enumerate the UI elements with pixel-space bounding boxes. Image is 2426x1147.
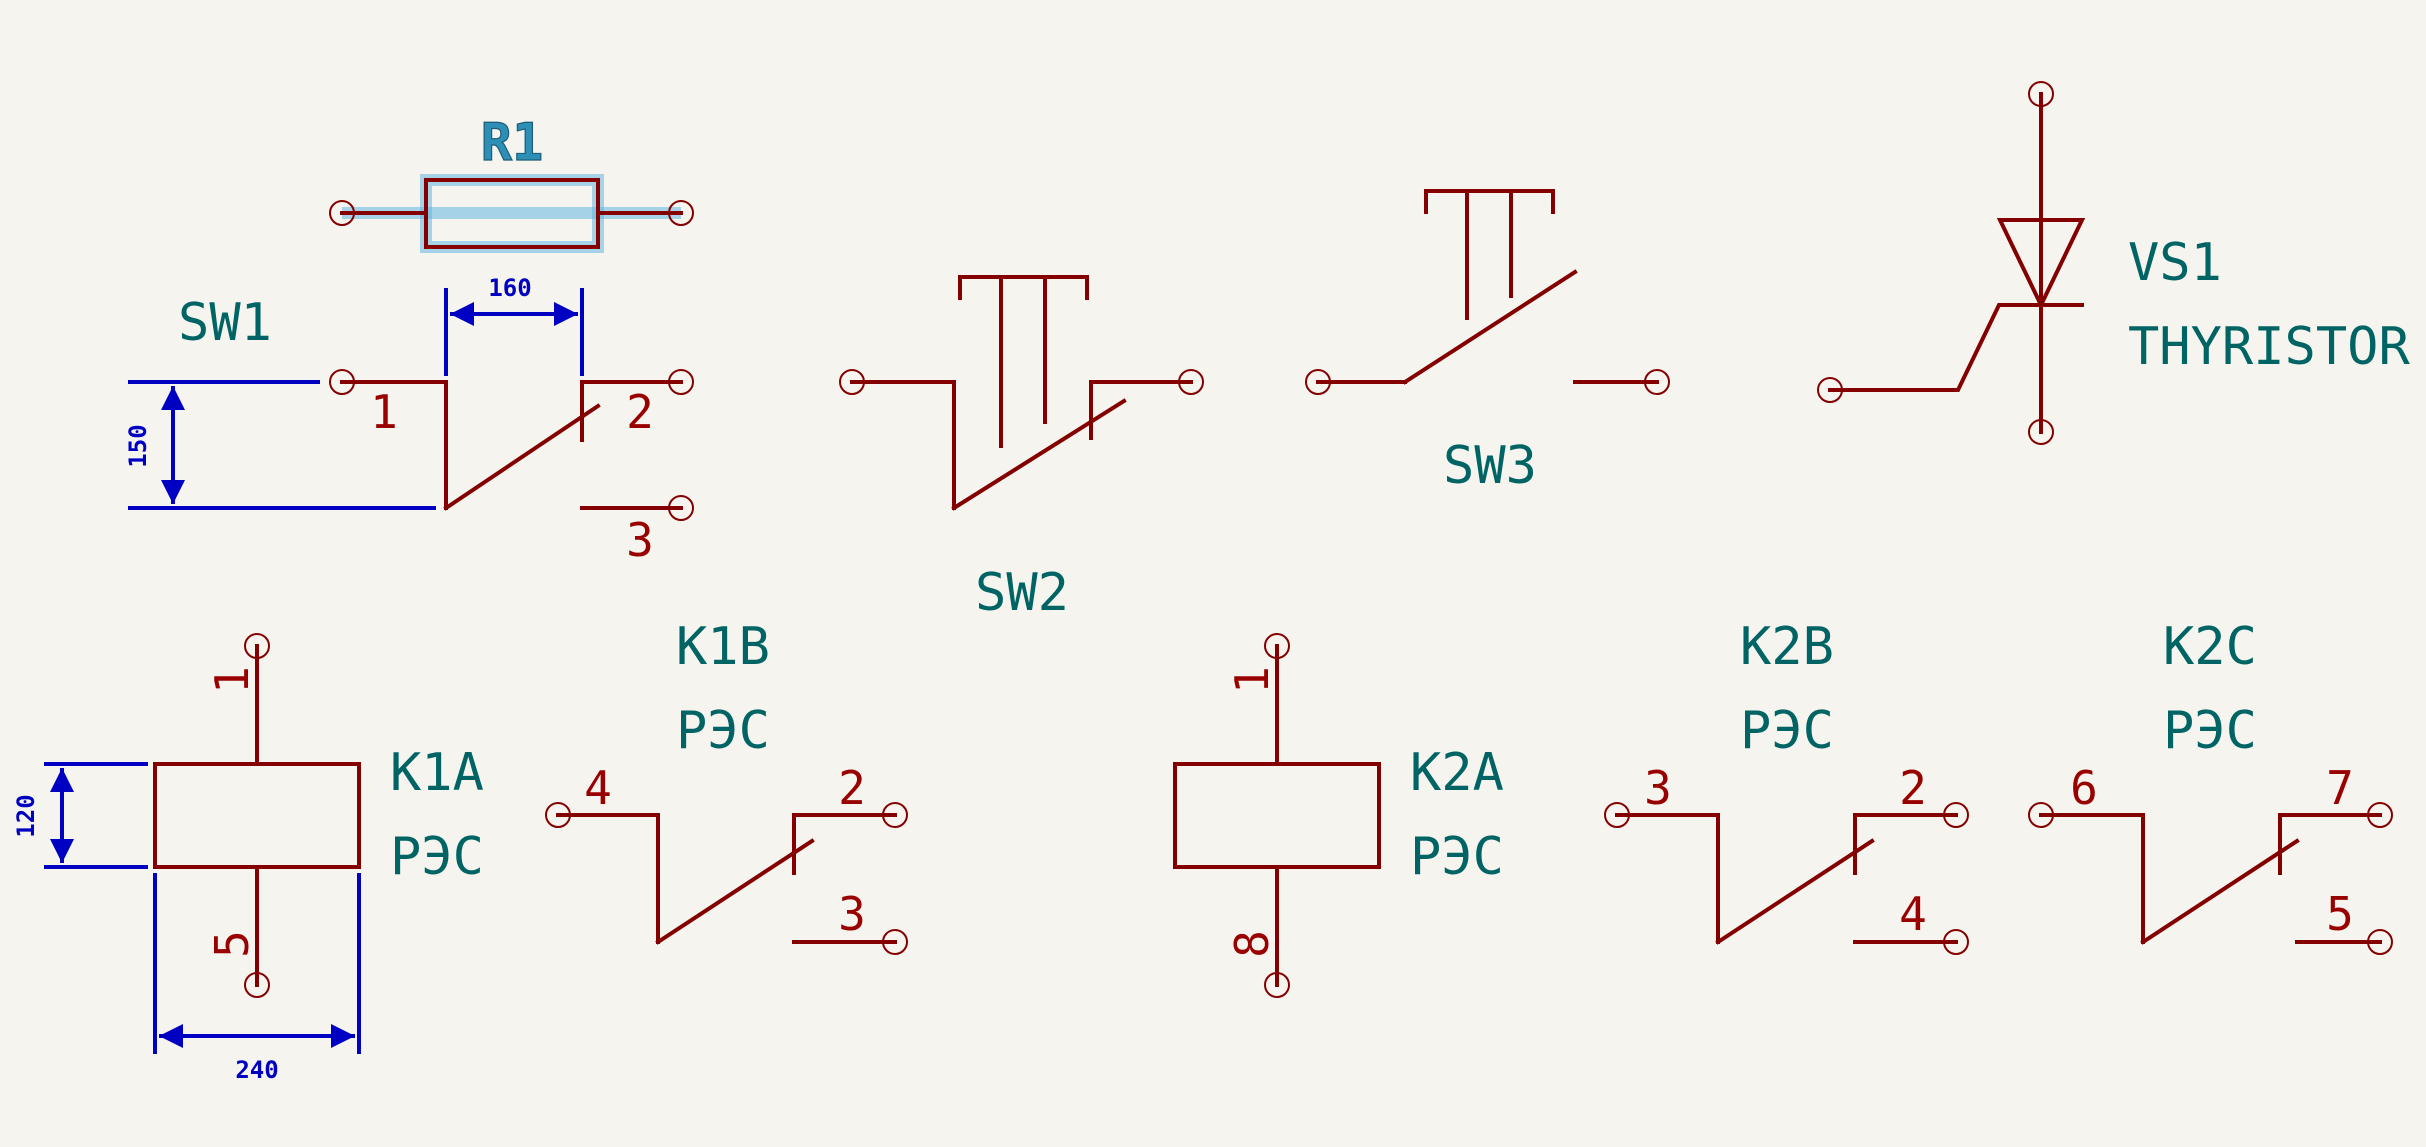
resistor-r1[interactable]: R1: [329, 112, 694, 253]
k2b-pin-3-number: 3: [1644, 761, 1672, 815]
dimension-sw1-height[interactable]: 150: [124, 380, 436, 510]
switch-sw3[interactable]: SW3: [1305, 189, 1670, 496]
sw1-pin-1-number: 1: [370, 385, 398, 439]
sw1-ref-label: SW1: [178, 293, 272, 353]
k1b-pin-3[interactable]: [882, 929, 908, 955]
k2c-pin-5[interactable]: [2367, 929, 2393, 955]
k1a-pin-5-number: 5: [205, 930, 259, 958]
sw2-ref-label: SW2: [975, 563, 1069, 623]
sw1-pin-3-number: 3: [626, 513, 654, 567]
k2b-pin-4[interactable]: [1943, 929, 1969, 955]
k2a-pin-1-number: 1: [1225, 666, 1279, 694]
k1b-pin-4-number: 4: [584, 761, 612, 815]
k2a-pin-8[interactable]: [1264, 972, 1290, 998]
dimension-k1a-height-value: 120: [12, 794, 40, 837]
k1a-pin-1[interactable]: [244, 633, 270, 659]
r1-pin-right[interactable]: [668, 200, 694, 226]
k2a-ref-label: K2A: [1410, 743, 1504, 803]
k1b-pin-3-number: 3: [838, 887, 866, 941]
r1-ref-label: R1: [481, 113, 544, 173]
k2c-pin-7-number: 7: [2326, 761, 2354, 815]
sw2-pin-right[interactable]: [1178, 369, 1204, 395]
vs1-ref-label: VS1: [2128, 233, 2222, 293]
k2b-pin-4-number: 4: [1899, 887, 1927, 941]
dimension-k1a-width-value: 240: [235, 1056, 278, 1084]
k1b-ref-label: K1B: [676, 617, 770, 677]
k2c-value-label: РЭС: [2163, 701, 2257, 761]
switch-sw1[interactable]: SW1 1 2 3: [178, 293, 694, 567]
dimension-sw1-width[interactable]: 160: [444, 274, 584, 376]
switch-sw2[interactable]: SW2: [839, 275, 1204, 623]
k2b-pin-2[interactable]: [1943, 802, 1969, 828]
k2b-pin-3[interactable]: [1604, 802, 1630, 828]
sw2-pin-left[interactable]: [839, 369, 865, 395]
dimension-sw1-width-value: 160: [488, 274, 531, 302]
sw3-pin-right[interactable]: [1644, 369, 1670, 395]
relay-contact-k2b[interactable]: 3 2 4 K2B РЭС: [1604, 617, 1969, 955]
k2b-pin-2-number: 2: [1899, 761, 1927, 815]
relay-coil-k2a[interactable]: 1 8 K2A РЭС: [1173, 633, 1504, 998]
k1a-value-label: РЭС: [390, 827, 484, 887]
r1-pin-left[interactable]: [329, 200, 355, 226]
sw3-pin-left[interactable]: [1305, 369, 1331, 395]
dimension-sw1-height-value: 150: [124, 424, 152, 467]
sw1-pin-3[interactable]: [668, 495, 694, 521]
k1b-value-label: РЭС: [676, 701, 770, 761]
sw3-ref-label: SW3: [1443, 436, 1537, 496]
k2b-value-label: РЭС: [1740, 701, 1834, 761]
k2c-pin-7[interactable]: [2367, 802, 2393, 828]
vs1-pin-gate[interactable]: [1817, 377, 1843, 403]
k2a-value-label: РЭС: [1410, 827, 1504, 887]
k1b-pin-2-number: 2: [838, 761, 866, 815]
relay-coil-k1a[interactable]: 1 5 K1A РЭС: [153, 633, 484, 998]
k2a-pin-1[interactable]: [1264, 633, 1290, 659]
thyristor-vs1[interactable]: VS1 THYRISTOR: [1817, 81, 2410, 445]
dimension-k1a-height[interactable]: 120: [12, 762, 148, 869]
k1a-pin-5[interactable]: [244, 972, 270, 998]
k1a-ref-label: K1A: [390, 743, 484, 803]
vs1-pin-cathode[interactable]: [2028, 419, 2054, 445]
relay-contact-k1b[interactable]: 4 2 3 K1B РЭС: [545, 617, 908, 955]
k2a-pin-8-number: 8: [1225, 930, 1279, 958]
k2c-pin-6-number: 6: [2070, 761, 2098, 815]
k2c-ref-label: K2C: [2163, 617, 2257, 677]
sw1-pin-2-number: 2: [626, 385, 654, 439]
vs1-pin-anode[interactable]: [2028, 81, 2054, 107]
k1b-pin-4[interactable]: [545, 802, 571, 828]
k1b-pin-2[interactable]: [882, 802, 908, 828]
sw1-pin-2[interactable]: [668, 369, 694, 395]
dimension-k1a-width[interactable]: 240: [153, 873, 361, 1084]
k1a-pin-1-number: 1: [205, 666, 259, 694]
relay-contact-k2c[interactable]: 6 7 5 K2C РЭС: [2028, 617, 2393, 955]
k2b-ref-label: K2B: [1740, 617, 1834, 677]
sw1-pin-1[interactable]: [329, 369, 355, 395]
k2c-pin-6[interactable]: [2028, 802, 2054, 828]
vs1-value-label: THYRISTOR: [2128, 317, 2410, 377]
k2c-pin-5-number: 5: [2326, 887, 2354, 941]
